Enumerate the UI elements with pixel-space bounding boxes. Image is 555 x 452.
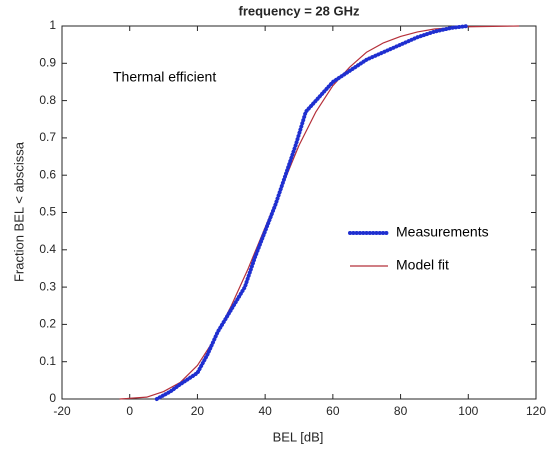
y-tick-label: 0.4 (39, 242, 56, 256)
x-tick-label: 40 (258, 404, 272, 418)
x-tick-label: 20 (191, 404, 205, 418)
y-tick-label: 0.6 (39, 167, 56, 181)
y-tick-label: 0.3 (39, 279, 56, 293)
series-line (119, 25, 520, 400)
y-tick-label: 1 (49, 18, 56, 32)
x-tick-label: 100 (458, 404, 478, 418)
x-tick-label: 120 (526, 404, 546, 418)
x-tick-label: 60 (326, 404, 340, 418)
y-tick-label: 0 (49, 391, 56, 405)
series-line (154, 24, 471, 401)
legend-label: Model fit (396, 257, 449, 273)
y-axis-label: Fraction BEL < abscissa (11, 141, 26, 282)
legend-label: Measurements (396, 224, 489, 240)
y-tick-label: 0.1 (39, 354, 56, 368)
y-tick-label: 0.9 (39, 55, 56, 69)
chart-title: frequency = 28 GHz (238, 3, 360, 18)
y-tick-label: 0.8 (39, 93, 56, 107)
y-tick-label: 0.7 (39, 130, 56, 144)
y-tick-label: 0.2 (39, 317, 56, 331)
annotation: Thermal efficient (113, 69, 216, 85)
x-tick-label: 80 (394, 404, 408, 418)
x-tick-label: -20 (53, 404, 71, 418)
y-tick-label: 0.5 (39, 205, 56, 219)
x-tick-label: 0 (126, 404, 133, 418)
x-axis-label: BEL [dB] (273, 429, 324, 444)
